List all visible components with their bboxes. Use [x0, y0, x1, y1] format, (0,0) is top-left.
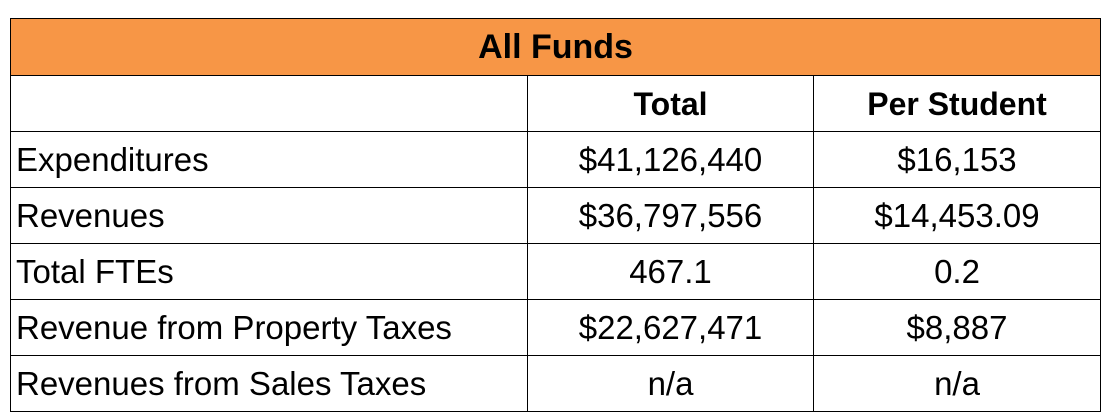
row-label: Total FTEs: [10, 243, 528, 300]
table-row: Revenue from Property Taxes $22,627,471 …: [10, 299, 1102, 356]
total-cell: $41,126,440: [527, 131, 814, 188]
row-label: Revenues from Sales Taxes: [10, 355, 528, 412]
total-cell: $22,627,471: [527, 299, 814, 356]
header-per-student: Per Student: [812, 75, 1102, 132]
table-row: Expenditures $41,126,440 $16,153: [10, 131, 1102, 188]
total-cell: $36,797,556: [527, 187, 814, 244]
per-student-cell: $16,153: [812, 131, 1102, 188]
all-funds-table: All Funds Total Per Student Expenditures…: [9, 18, 1102, 412]
table-title: All Funds: [9, 18, 1102, 76]
table-row: Revenues from Sales Taxes n/a n/a: [10, 355, 1102, 412]
total-cell: 467.1: [527, 243, 814, 300]
table-row: Total FTEs 467.1 0.2: [10, 243, 1102, 300]
row-label: Revenue from Property Taxes: [10, 299, 528, 356]
table-row: Revenues $36,797,556 $14,453.09: [10, 187, 1102, 244]
header-blank-cell: [10, 75, 528, 132]
header-row: Total Per Student: [10, 75, 1102, 132]
per-student-cell: $14,453.09: [812, 187, 1102, 244]
total-cell: n/a: [527, 355, 814, 412]
row-label: Revenues: [10, 187, 528, 244]
per-student-cell: n/a: [812, 355, 1102, 412]
header-total: Total: [527, 75, 814, 132]
row-label: Expenditures: [10, 131, 528, 188]
title-row: All Funds: [9, 18, 1102, 76]
per-student-cell: $8,887: [812, 299, 1102, 356]
per-student-cell: 0.2: [812, 243, 1102, 300]
